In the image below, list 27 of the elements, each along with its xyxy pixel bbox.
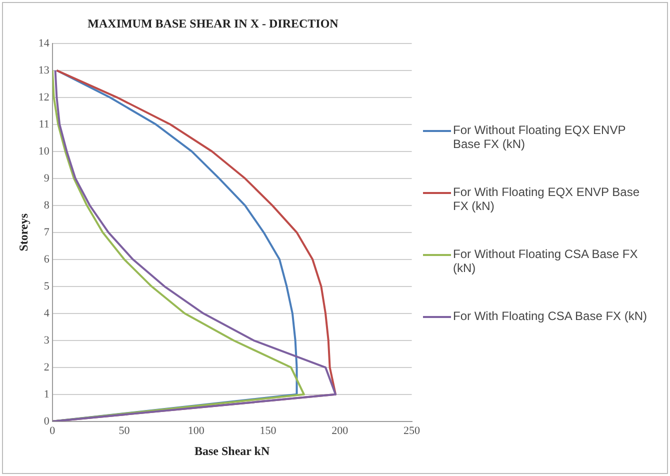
y-tick-label: 9 bbox=[44, 172, 50, 184]
y-tick-label: 14 bbox=[38, 37, 50, 50]
y-tick-label: 4 bbox=[44, 307, 50, 320]
legend-label: For Without Floating EQX ENVP Base FX (kN) bbox=[453, 123, 627, 151]
x-tick-label: 200 bbox=[332, 424, 349, 437]
x-tick-label: 100 bbox=[188, 424, 205, 437]
y-tick-label: 1 bbox=[44, 388, 50, 400]
y-axis-title: Storeys bbox=[16, 213, 30, 252]
x-tick-label: 50 bbox=[118, 424, 130, 437]
x-tick-label: 250 bbox=[404, 424, 420, 437]
x-axis-title: Base Shear kN bbox=[194, 444, 270, 458]
y-tick-label: 2 bbox=[44, 361, 50, 374]
legend-label: For With Floating CSA Base FX (kN) bbox=[453, 309, 648, 323]
y-tick-label: 11 bbox=[38, 118, 50, 130]
x-tick-label: 150 bbox=[260, 424, 277, 437]
y-tick-label: 7 bbox=[44, 226, 50, 238]
y-tick-label: 5 bbox=[44, 280, 50, 292]
legend-label: For Without Floating CSA Base FX (kN) bbox=[453, 247, 639, 275]
y-tick-label: 10 bbox=[38, 145, 50, 158]
y-tick-label: 0 bbox=[44, 415, 50, 428]
y-tick-label: 6 bbox=[44, 253, 50, 266]
y-tick-label: 8 bbox=[44, 199, 50, 212]
y-tick-label: 3 bbox=[44, 334, 50, 346]
legend-label: For With Floating EQX ENVP Base FX (kN) bbox=[453, 185, 641, 213]
y-tick-label: 12 bbox=[38, 91, 50, 104]
chart-title: MAXIMUM BASE SHEAR IN X - DIRECTION bbox=[88, 16, 339, 30]
y-tick-label: 13 bbox=[38, 64, 50, 76]
